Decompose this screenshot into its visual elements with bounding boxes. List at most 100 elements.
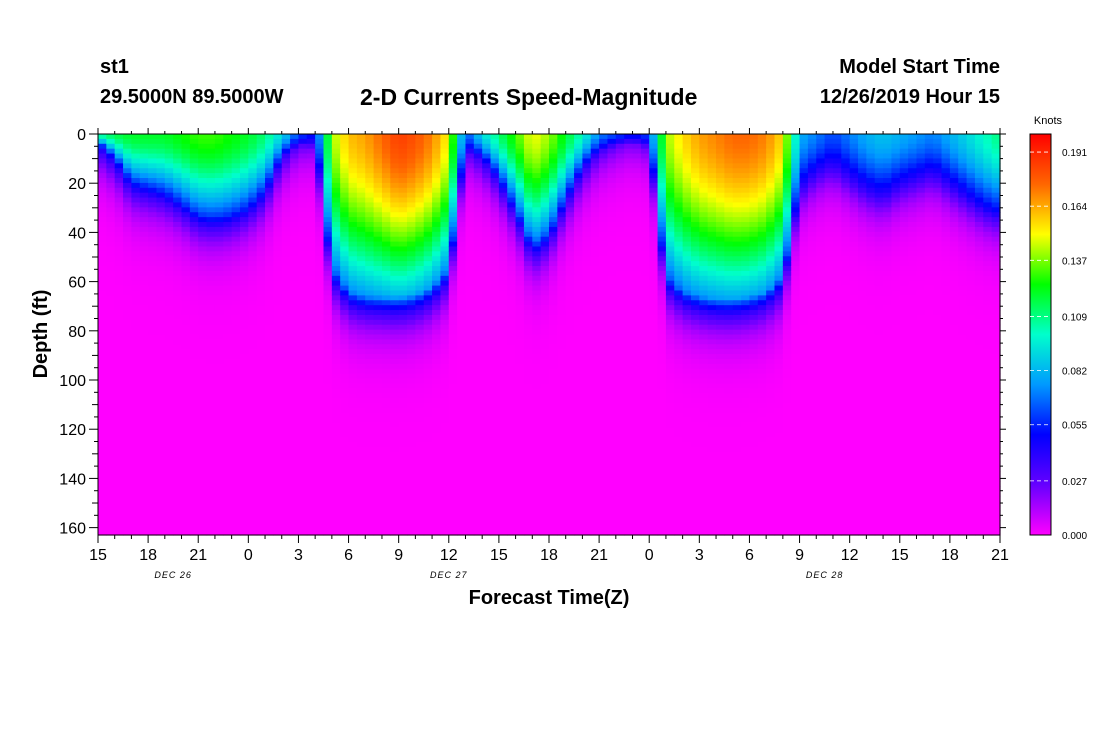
heatmap-cell: [164, 451, 174, 458]
heatmap-cell: [407, 168, 416, 174]
heatmap-cell: [123, 270, 133, 277]
heatmap-cell: [265, 412, 274, 419]
heatmap-cell: [206, 456, 216, 463]
heatmap-cell: [390, 207, 400, 213]
heatmap-cell: [248, 446, 258, 453]
heatmap-cell: [356, 236, 366, 243]
heatmap-cell: [131, 530, 141, 536]
heatmap-cell: [490, 481, 500, 487]
heatmap-cell: [448, 427, 458, 433]
heatmap-cell: [340, 153, 350, 160]
heatmap-cell: [273, 461, 283, 468]
heatmap-cell: [498, 358, 508, 365]
heatmap-cell: [482, 412, 492, 419]
heatmap-cell: [323, 334, 333, 340]
heatmap-cell: [198, 192, 208, 199]
heatmap-cell: [440, 422, 450, 429]
heatmap-cell: [173, 466, 183, 473]
heatmap-cell: [432, 427, 442, 433]
heatmap-cell: [465, 290, 475, 296]
heatmap-cell: [173, 510, 183, 517]
heatmap-cell: [298, 417, 308, 424]
heatmap-cell: [306, 486, 316, 492]
heatmap-cell: [273, 339, 283, 345]
heatmap-cell: [348, 261, 358, 267]
heatmap-cell: [423, 217, 433, 223]
heatmap-cell: [281, 231, 291, 238]
heatmap-cell: [356, 461, 366, 468]
heatmap-cell: [290, 344, 300, 350]
heatmap-cell: [356, 510, 366, 517]
heatmap-cell: [98, 368, 107, 375]
heatmap-cell: [540, 461, 550, 468]
heatmap-cell: [189, 393, 199, 399]
heatmap-cell: [198, 270, 208, 277]
heatmap-cell: [173, 290, 183, 296]
heatmap-cell: [549, 378, 558, 384]
heatmap-cell: [590, 212, 600, 218]
heatmap-cell: [448, 530, 458, 536]
heatmap-cell: [473, 456, 483, 463]
heatmap-cell: [214, 510, 224, 517]
heatmap-cell: [290, 471, 300, 477]
heatmap-cell: [507, 270, 517, 277]
heatmap-cell: [231, 275, 241, 282]
heatmap-cell: [114, 368, 124, 375]
heatmap-cell: [114, 334, 124, 340]
heatmap-cell: [189, 138, 199, 145]
heatmap-cell: [423, 476, 433, 482]
heatmap-cell: [407, 510, 416, 517]
heatmap-cell: [365, 500, 375, 507]
heatmap-cell: [298, 280, 308, 287]
heatmap-cell: [239, 285, 249, 292]
heatmap-cell: [265, 432, 274, 438]
heatmap-cell: [582, 143, 592, 150]
heatmap-cell: [231, 495, 241, 502]
heatmap-cell: [448, 525, 458, 531]
heatmap-cell: [448, 266, 458, 272]
heatmap-cell: [206, 437, 216, 443]
heatmap-cell: [448, 378, 458, 384]
heatmap-cell: [98, 427, 107, 433]
heatmap-cell: [306, 422, 316, 429]
heatmap-cell: [398, 256, 408, 262]
heatmap-cell: [131, 275, 141, 282]
heatmap-cell: [315, 163, 325, 169]
heatmap-cell: [599, 173, 609, 179]
heatmap-cell: [482, 471, 492, 477]
heatmap-cell: [515, 217, 525, 223]
heatmap-cell: [198, 300, 208, 306]
heatmap-cell: [540, 388, 550, 394]
heatmap-cell: [248, 334, 258, 340]
heatmap-cell: [331, 202, 341, 208]
heatmap-cell: [223, 251, 233, 257]
heatmap-cell: [123, 349, 133, 355]
heatmap-cell: [189, 158, 199, 164]
heatmap-cell: [281, 407, 291, 414]
heatmap-cell: [198, 266, 208, 272]
heatmap-cell: [465, 490, 475, 497]
heatmap-cell: [407, 178, 416, 184]
heatmap-cell: [265, 446, 274, 453]
heatmap-cell: [290, 349, 300, 355]
heatmap-cell: [532, 173, 542, 179]
heatmap-cell: [281, 344, 291, 350]
heatmap-cell: [214, 251, 224, 257]
heatmap-cell: [356, 530, 366, 536]
heatmap-cell: [306, 207, 316, 213]
heatmap-cell: [490, 280, 500, 287]
heatmap-cell: [423, 207, 433, 213]
heatmap-cell: [290, 138, 300, 145]
heatmap-cell: [574, 305, 584, 311]
heatmap-cell: [248, 226, 258, 233]
heatmap-cell: [106, 490, 116, 497]
heatmap-cell: [381, 256, 391, 262]
heatmap-cell: [415, 300, 425, 306]
heatmap-cell: [473, 182, 483, 189]
heatmap-cell: [239, 495, 249, 502]
heatmap-cell: [373, 158, 383, 164]
heatmap-cell: [290, 339, 300, 345]
heatmap-cell: [148, 182, 158, 189]
heatmap-cell: [448, 505, 458, 512]
heatmap-cell: [532, 505, 542, 512]
